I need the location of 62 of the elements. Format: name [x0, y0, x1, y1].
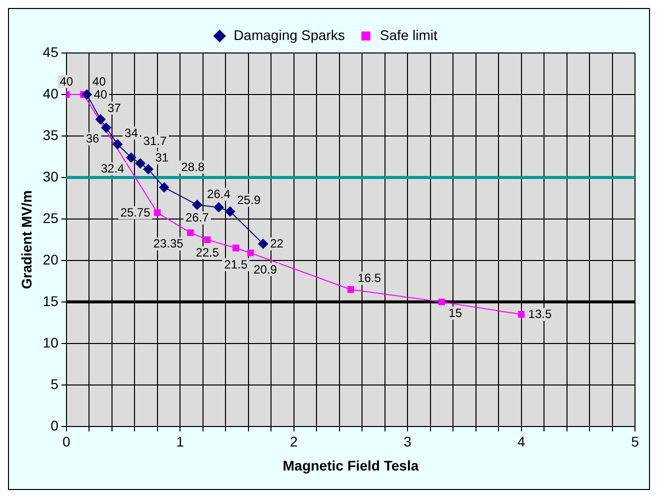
point [438, 298, 445, 306]
data-label: 34 [124, 126, 138, 140]
x-tick-label: 3 [404, 434, 412, 450]
y-tick-label: 10 [42, 334, 59, 350]
legend-label: Damaging Sparks [234, 26, 345, 43]
point [204, 236, 211, 244]
y-axis-title: Gradient MV/m [18, 190, 34, 290]
point [232, 244, 240, 252]
data-label: 16.5 [358, 271, 382, 286]
point [518, 311, 525, 318]
y-tick-label: 45 [42, 44, 59, 60]
point [225, 206, 236, 216]
legend-label: Safe limit [380, 26, 438, 43]
point [247, 250, 254, 256]
point [143, 164, 154, 174]
data-label: 32.4 [100, 162, 125, 176]
point [214, 202, 224, 212]
y-tick-label: 5 [50, 376, 59, 392]
data-label: 25.9 [237, 193, 261, 208]
data-label: 31.7 [143, 134, 167, 148]
data-label: 15 [448, 306, 462, 320]
point [159, 182, 170, 192]
y-tick-label: 40 [42, 85, 59, 102]
data-label: 40 [94, 87, 108, 102]
point [187, 229, 194, 236]
data-label: 28.8 [181, 160, 205, 174]
x-tick-label: 2 [290, 434, 298, 450]
y-tick-label: 0 [50, 417, 59, 434]
point [192, 200, 202, 210]
data-label: 23.35 [153, 236, 184, 251]
y-tick-label: 15 [42, 292, 59, 309]
y-tick-label: 35 [42, 126, 59, 143]
x-tick-label: 0 [62, 434, 70, 450]
x-axis-title: Magnetic Field Tesla [282, 457, 419, 474]
x-tick-label: 5 [631, 434, 640, 450]
point [258, 238, 268, 249]
y-tick-label: 25 [42, 210, 59, 226]
data-label: 20.9 [254, 262, 278, 276]
data-label: 40 [60, 74, 74, 88]
data-label: 36 [86, 132, 100, 146]
x-tick-label: 4 [517, 434, 526, 450]
x-tick-label: 1 [176, 434, 184, 450]
point [347, 286, 354, 293]
data-label: 22.5 [196, 246, 220, 260]
point [154, 209, 161, 216]
point [95, 114, 106, 124]
y-tick-label: 20 [42, 251, 59, 268]
data-label: 13.5 [528, 307, 552, 322]
data-label: 37 [107, 100, 122, 115]
point [135, 158, 146, 168]
data-label: 40 [92, 74, 106, 88]
data-label: 22 [270, 236, 284, 251]
data-label: 26.7 [185, 210, 210, 225]
data-label: 25.75 [120, 206, 151, 220]
point [101, 122, 112, 133]
data-label: 31 [155, 150, 169, 165]
data-label: 26.4 [207, 187, 231, 202]
point [126, 152, 136, 163]
point [112, 139, 123, 150]
point [82, 89, 92, 100]
data-label: 21.5 [224, 257, 248, 272]
y-tick-label: 30 [42, 168, 59, 184]
